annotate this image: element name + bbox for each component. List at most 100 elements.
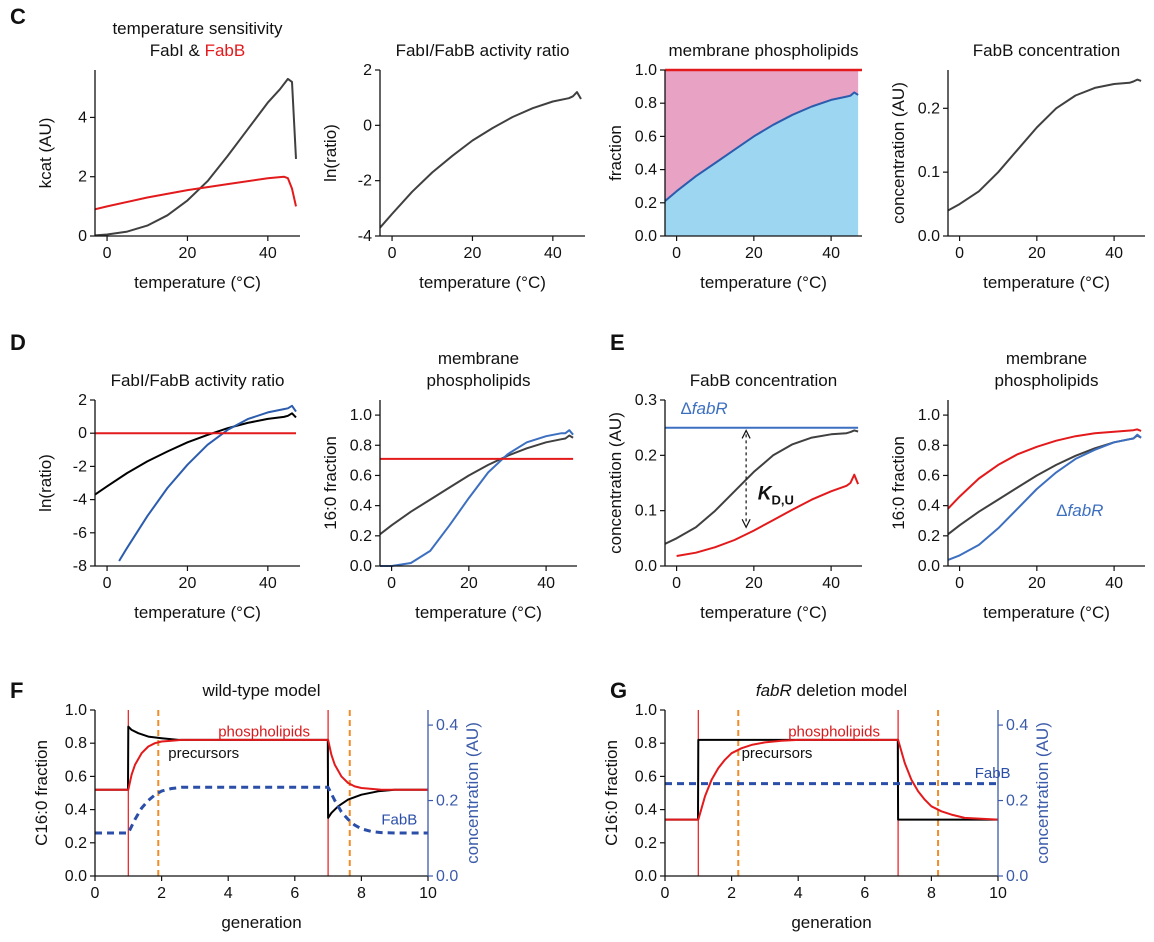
x-tick-label: 10 (989, 885, 1007, 902)
y-tick-label: 0.6 (65, 768, 87, 785)
y-tick-label: 0.0 (350, 558, 372, 575)
series-line-1 (380, 429, 574, 567)
x-tick-label: 0 (387, 575, 396, 592)
x-tick-label: 6 (860, 885, 869, 902)
chart-D2: 0 20 40 0.0 0.2 0.4 0.6 0.8 1.0 temperature (°C) 1… (321, 349, 577, 622)
plot-area (665, 710, 998, 876)
chart-title: phospholipids (995, 371, 1099, 390)
series-line-2 (95, 785, 428, 835)
chart-E2: 0 20 40 0.0 0.2 0.4 0.6 0.8 1.0 temperature (°C) 1… (889, 349, 1145, 622)
annotation: FabB (381, 812, 417, 829)
y-axis-label: 16:0 fraction (321, 436, 340, 530)
chart-title: phospholipids (427, 371, 531, 390)
y-tick-label: 0.2 (635, 447, 657, 464)
series-line-1 (665, 738, 998, 821)
y-tick-label: -4 (73, 492, 87, 509)
y-tick-label: 0.8 (635, 735, 657, 752)
y-axis-label-right: concentration (AU) (1033, 722, 1052, 864)
series-line-1 (665, 429, 859, 545)
x-axis-label: temperature (°C) (700, 273, 827, 292)
series-line-0 (95, 77, 297, 237)
x-tick-label: 40 (544, 245, 562, 262)
y-tick-label: 0.2 (918, 100, 940, 117)
x-tick-label: 0 (955, 575, 964, 592)
x-tick-label: 8 (357, 885, 366, 902)
x-tick-label: 40 (822, 575, 840, 592)
y-tick-label: 2 (363, 62, 372, 79)
annotation: phospholipids (788, 724, 880, 741)
y-tick-label: 0.8 (635, 95, 657, 112)
x-tick-label: 4 (794, 885, 803, 902)
x-tick-label: 40 (537, 575, 555, 592)
plot-area (948, 428, 1142, 561)
y-tick-label: 0.0 (635, 228, 657, 245)
panel-letter-C: C (10, 4, 26, 29)
x-tick-label: 40 (259, 245, 277, 262)
annotation: phospholipids (218, 724, 310, 741)
chart-D1: 0 20 40 -8 -6 -4 -2 0 2 temperature (°C) ln(ratio)… (36, 371, 300, 622)
y-tick-label: 1.0 (350, 407, 372, 424)
series-line-2 (676, 473, 860, 557)
y-tick-label-right: 0.0 (436, 868, 458, 885)
x-axis-label: temperature (°C) (983, 603, 1110, 622)
series-line-0 (948, 428, 1142, 510)
y-tick-label: 0.8 (350, 437, 372, 454)
series-line-1 (118, 404, 297, 562)
chart-title: wild-type model (201, 681, 320, 700)
series-line-0 (948, 78, 1142, 212)
y-axis-label-right: concentration (AU) (463, 722, 482, 864)
x-tick-label: 20 (745, 575, 763, 592)
x-tick-label: 40 (1105, 575, 1123, 592)
x-axis-label: temperature (°C) (700, 603, 827, 622)
annotation: ΔfabR (680, 399, 727, 418)
series-line-0 (665, 738, 998, 821)
annotation: ΔfabR (1056, 501, 1103, 520)
y-tick-label: 0.0 (65, 868, 87, 885)
y-tick-label: 0.1 (635, 503, 657, 520)
y-axis-label: 16:0 fraction (889, 436, 908, 530)
series-line-0 (380, 434, 574, 536)
y-tick-label: -4 (358, 228, 372, 245)
y-tick-label: -2 (358, 173, 372, 190)
annotation: FabB (975, 765, 1011, 782)
series-line-2 (948, 433, 1142, 561)
chart-C4: 0 20 40 0.0 0.1 0.2 temperature (°C) concentrat… (889, 41, 1145, 292)
y-axis-label: concentration (AU) (889, 82, 908, 224)
y-axis-label: kcat (AU) (36, 118, 55, 189)
x-tick-label: 20 (464, 245, 482, 262)
chart-title: temperature sensitivity (112, 19, 283, 38)
y-tick-label: 0.8 (918, 437, 940, 454)
y-tick-label: 1.0 (65, 702, 87, 719)
y-axis-label: C16:0 fraction (602, 740, 621, 846)
area-upper (665, 70, 859, 202)
y-tick-label: 1.0 (635, 62, 657, 79)
chart-title: FabI/FabB activity ratio (111, 371, 285, 390)
panel-letter-D: D (10, 330, 26, 355)
y-tick-label-right: 0.2 (436, 793, 458, 810)
y-tick-label-right: 0.4 (436, 717, 458, 734)
x-tick-label: 0 (388, 245, 397, 262)
x-tick-label: 0 (661, 885, 670, 902)
y-axis-label: concentration (AU) (606, 412, 625, 554)
x-axis-label: temperature (°C) (415, 603, 542, 622)
panel-letter-E: E (610, 330, 625, 355)
annotation: KD,U (758, 484, 794, 508)
x-tick-label: 40 (822, 245, 840, 262)
chart-title: fabR deletion model (756, 681, 907, 700)
y-tick-label: 1.0 (918, 407, 940, 424)
series-line-0 (95, 412, 297, 496)
plot-area (380, 429, 574, 567)
y-tick-label: 1.0 (635, 702, 657, 719)
arrow-head-down (741, 518, 751, 529)
x-tick-label: 0 (103, 575, 112, 592)
y-tick-label: 0 (363, 117, 372, 134)
series-line-0 (665, 91, 859, 202)
plot-area (95, 710, 428, 876)
y-tick-label: 2 (78, 392, 87, 409)
y-tick-label: 0.4 (635, 162, 657, 179)
chart-title: FabB concentration (973, 41, 1120, 60)
y-axis-label: C16:0 fraction (32, 740, 51, 846)
y-tick-label: 0.2 (635, 195, 657, 212)
series-line-1 (95, 738, 428, 791)
x-tick-label: 20 (1028, 575, 1046, 592)
